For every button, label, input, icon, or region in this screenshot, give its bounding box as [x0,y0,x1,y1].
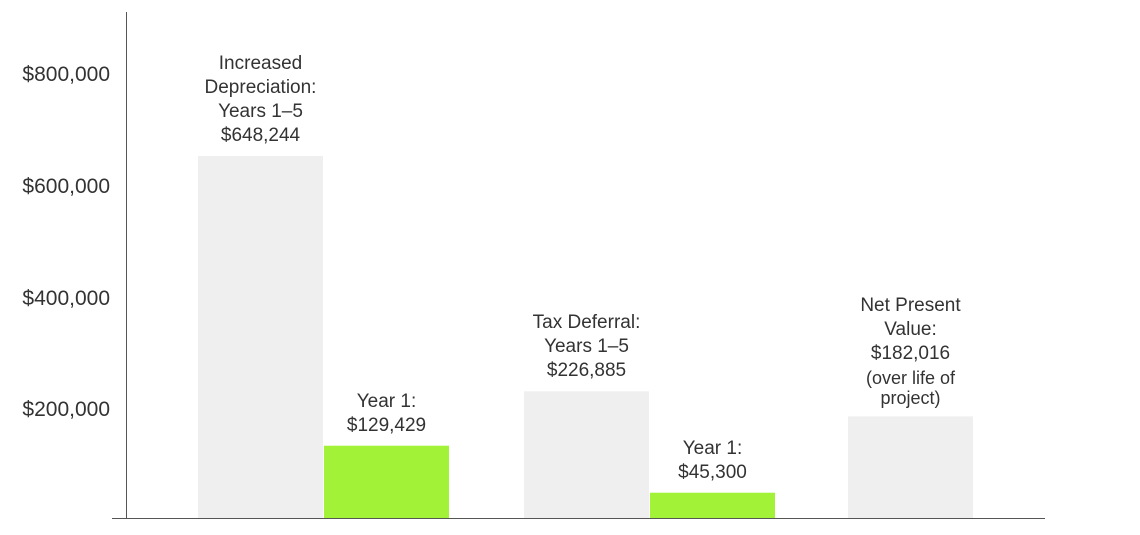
bar-data-label: Year 1: $45,300 [623,437,803,485]
bar-label-line: Years 1–5 [544,336,629,358]
y-tick-label: $200,000 [22,398,110,422]
bar [524,391,649,518]
bar-label-line: $648,244 [220,125,301,146]
bar [198,156,323,518]
bar-label-line: Year 1: [682,437,743,459]
y-tick-label: $800,000 [22,63,110,87]
bar-label-line: $182,016 [870,343,951,365]
y-tick-label: $400,000 [22,286,110,310]
bar-data-label: Increased Depreciation: Years 1–5 $648,244 [171,52,351,148]
bar-label-line: Net Present [860,295,961,317]
bar-label-line: Tax Deferral: [532,312,641,334]
bar-label-line: Year 1: [356,390,417,412]
bar [324,445,449,518]
bar [848,416,973,518]
bar-label-note: (over life of project) [865,368,956,409]
bar-label-line: $45,300 [678,461,747,483]
bar-label-line: Increased [218,53,303,74]
bar-data-label: Year 1: $129,429 [297,390,477,438]
bar-label-line: Years 1–5 [218,101,303,122]
bar-data-label: Tax Deferral: Years 1–5 $226,885 [497,311,677,383]
bar-label-line: $129,429 [346,414,427,436]
bar-label-line: Value: [884,319,937,341]
bar [650,492,775,518]
bar-label-line: Depreciation: [204,77,317,98]
bar-label-line: $226,885 [546,360,627,382]
bar-data-label: Net Present Value: $182,016 (over life of p… [821,294,1001,408]
y-tick-label: $600,000 [22,174,110,198]
